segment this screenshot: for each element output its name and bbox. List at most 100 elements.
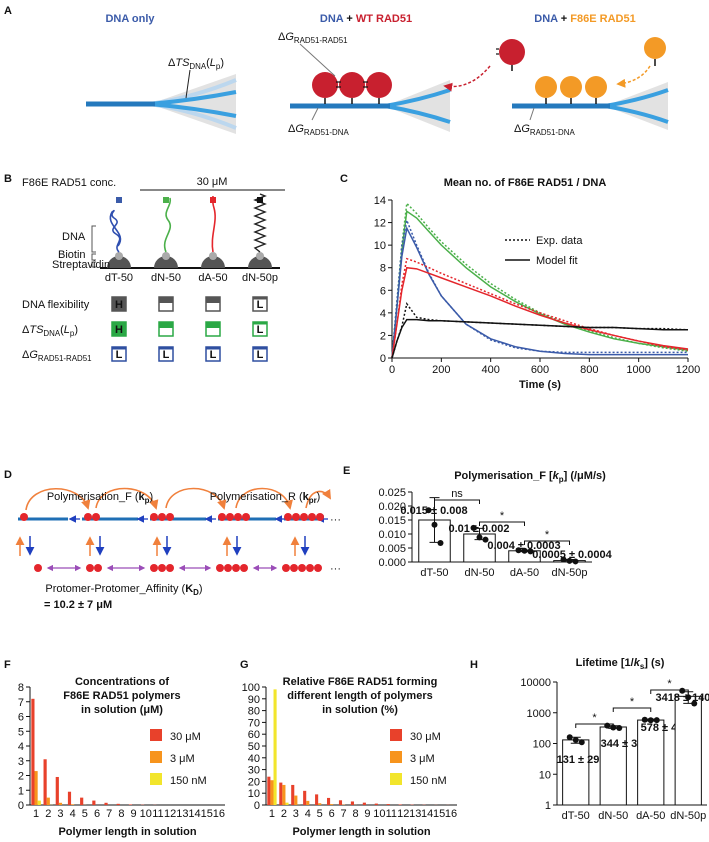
text-part: F86E RAD51 polymers: [63, 690, 180, 702]
y-tick-label: 90: [248, 694, 260, 706]
level-fill: [159, 347, 173, 350]
level-letter: L: [116, 349, 123, 361]
panel-letter: G: [240, 659, 249, 671]
x-tick-label: 600: [531, 364, 549, 376]
y-tick-label: 100: [533, 739, 551, 751]
bar: [599, 726, 627, 806]
y-tick-label: 30: [248, 765, 260, 777]
level-letter: H: [115, 324, 123, 336]
bar: [330, 804, 334, 805]
x-tick-label: 14: [421, 808, 433, 820]
energy-label: ΔGRAD51-DNA: [514, 123, 575, 137]
x-tick-label: dA-50: [636, 810, 665, 822]
energy-label: ΔGRAD51-RAD51: [278, 31, 348, 45]
level-letter: L: [257, 349, 264, 361]
text-part: RAD51-DNA: [530, 128, 576, 137]
significance-bracket: [612, 707, 652, 712]
x-tick-label: 1000: [626, 364, 650, 376]
y-tick-label: 0.020: [378, 501, 406, 513]
x-tick-label: 1: [33, 808, 39, 820]
x-tick-label: 15: [201, 808, 213, 820]
text-part: DNA: [43, 329, 60, 338]
x-tick-label: 6: [329, 808, 335, 820]
text-part: in solution (μM): [81, 704, 163, 716]
y-tick-label: 0.000: [378, 557, 406, 569]
x-tick-label: 200: [432, 364, 450, 376]
bar: [398, 804, 402, 805]
bar: [315, 794, 319, 805]
sample-marker: [257, 197, 263, 203]
data-point: [691, 700, 698, 707]
y-tick-label: 4: [18, 741, 24, 753]
panel-letter: E: [343, 465, 350, 477]
text-part: ): [150, 491, 154, 503]
text-part: TS: [175, 57, 190, 69]
text-part: G: [285, 31, 294, 43]
bar: [282, 784, 286, 805]
y-tick-label: 2: [18, 771, 24, 783]
x-tick-label: dN-50p: [551, 567, 587, 579]
text-part: L: [64, 324, 70, 336]
data-point: [425, 507, 432, 514]
data-point: [653, 717, 660, 724]
y-tick-label: 8: [18, 682, 24, 694]
data-point: [679, 687, 686, 694]
text-part: p: [145, 496, 150, 505]
y-tick-label: 0: [18, 800, 24, 812]
affinity-value: = 10.2 ± 7 μM: [44, 599, 112, 611]
text-part: +: [343, 13, 356, 25]
bar: [34, 771, 38, 805]
text-part: k: [553, 470, 560, 482]
x-tick-label: dT-50: [562, 810, 590, 822]
illustration-title: DNA + F86E RAD51: [534, 13, 635, 25]
forward-label: Polymerisation_F (kp): [47, 491, 153, 505]
text-part: Δ: [22, 349, 30, 361]
bar: [279, 782, 283, 805]
series-line: [391, 302, 689, 359]
x-tick-label: 8: [352, 808, 358, 820]
significance-bracket: [479, 521, 525, 526]
bar: [267, 776, 271, 805]
text-part: Δ: [514, 123, 522, 135]
sample-name: dT-50: [105, 272, 133, 284]
level-fill: [253, 347, 267, 350]
data-point: [616, 724, 623, 731]
data-point: [482, 536, 489, 543]
series-line: [391, 318, 688, 359]
x-tick-label: 16: [213, 808, 225, 820]
bar: [338, 800, 343, 805]
chart-title: Relative F86E RAD51 forming: [283, 676, 438, 688]
chart-title: in solution (%): [322, 704, 398, 716]
bar: [306, 800, 310, 805]
level-letter: L: [257, 324, 264, 336]
text-part: p: [70, 329, 75, 338]
y-tick-label: 3: [18, 756, 24, 768]
level-letter: L: [163, 349, 170, 361]
chart-title: F86E RAD51 polymers: [63, 690, 180, 702]
level-fill: [112, 297, 126, 311]
text-part: DNA: [534, 13, 558, 25]
text-part: k: [303, 491, 310, 503]
x-tick-label: 1: [269, 808, 275, 820]
data-point: [641, 716, 648, 723]
panel-letter: B: [4, 173, 12, 185]
legend-swatch: [390, 751, 402, 763]
x-tick-label: dT-50: [420, 567, 448, 579]
level-letter: L: [257, 299, 264, 311]
structure-label: DNA: [62, 231, 86, 243]
significance-bracket: [524, 540, 570, 545]
x-tick-label: 4: [305, 808, 311, 820]
data-point: [572, 558, 579, 565]
text-part: +: [558, 13, 571, 25]
chart-title: in solution (μM): [81, 704, 163, 716]
value-label: 578 ± 40: [641, 722, 684, 734]
series-line: [391, 257, 689, 359]
x-tick-label: 7: [341, 808, 347, 820]
data-point: [685, 694, 692, 701]
chart-title: Polymerisation_F [kp] (/μM/s): [454, 470, 606, 484]
text-part: RAD51-RAD51: [294, 36, 348, 45]
data-point: [566, 734, 573, 741]
x-tick-label: 8: [118, 808, 124, 820]
bar: [273, 689, 277, 805]
series-line: [391, 217, 688, 359]
